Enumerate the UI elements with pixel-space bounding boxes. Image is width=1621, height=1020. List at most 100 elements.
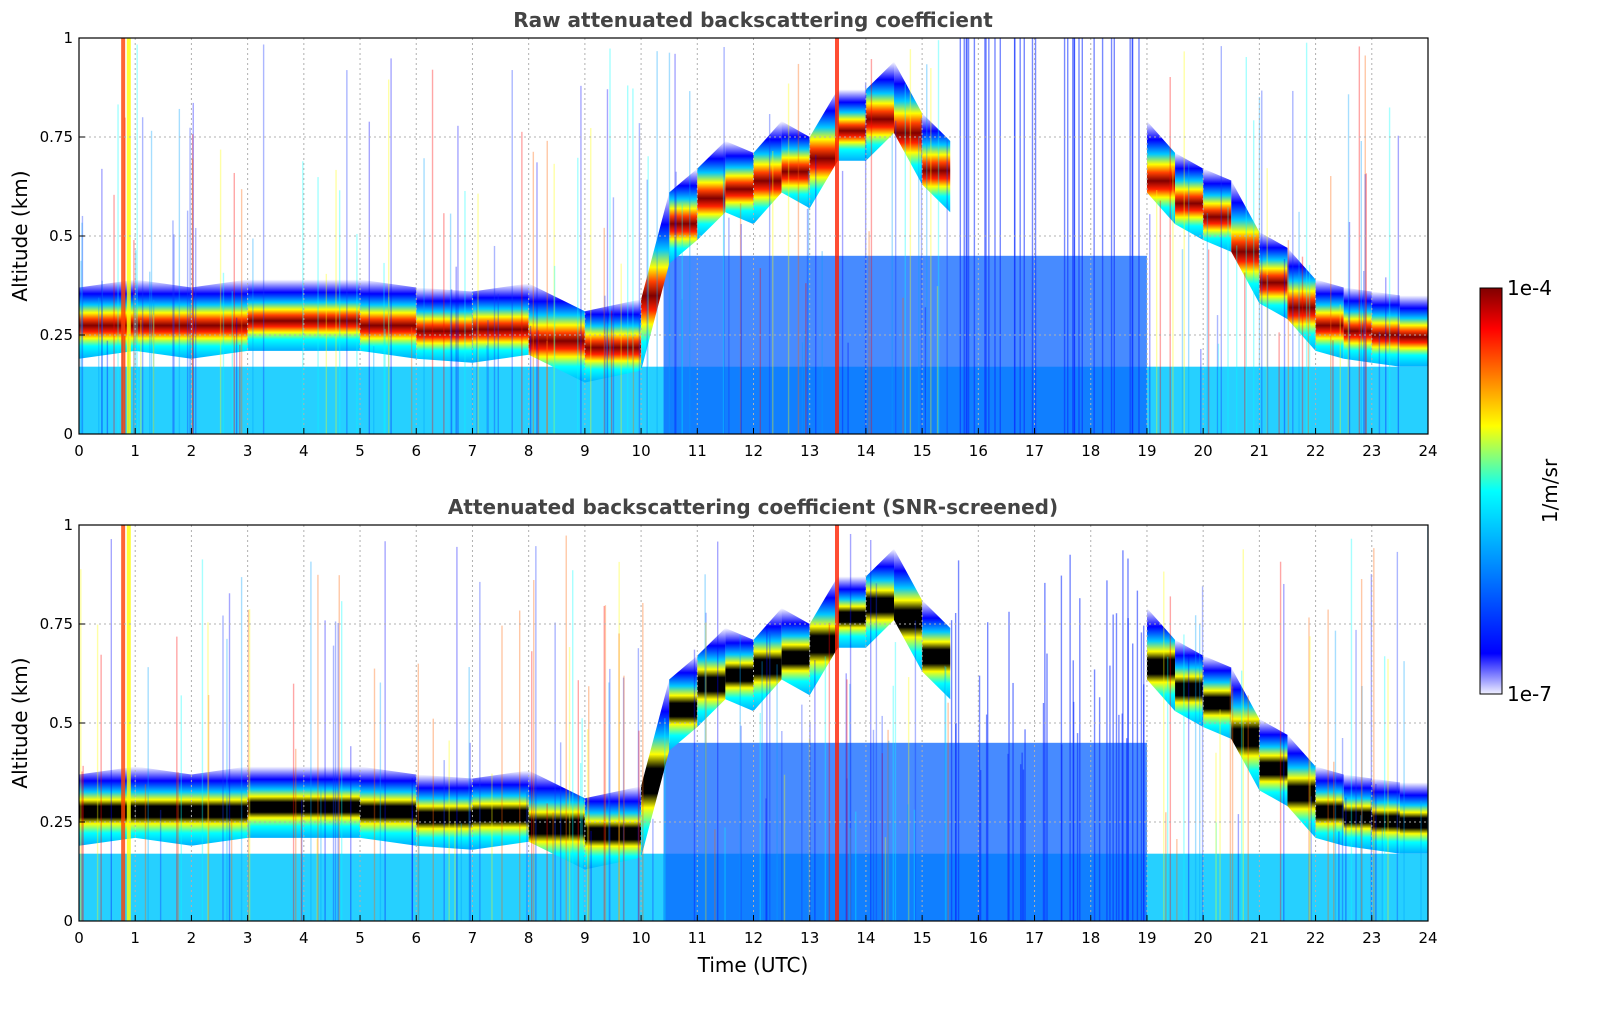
signal-streak [580,763,582,921]
signal-streak [1227,207,1229,434]
signal-streak [1046,653,1048,921]
backscatter-layer [79,766,136,846]
signal-streak [892,685,894,921]
signal-streak [909,49,912,434]
colorbar-max-label: 1e-4 [1507,276,1552,300]
backscatter-layer [472,283,529,363]
backscatter-layer [1371,291,1400,367]
signal-streak [947,702,949,921]
signal-streak [626,85,629,435]
x-tick-label: 12 [744,442,763,460]
backscatter-layer [135,279,192,359]
signal-streak [870,539,872,921]
x-tick-label: 11 [688,929,707,947]
signal-streak [1308,264,1311,434]
signal-streak [141,117,144,435]
signal-streak [1360,815,1362,921]
x-tick-label: 4 [299,442,309,460]
signal-streak [150,130,153,434]
signal-streak [537,330,540,434]
signal-streak [423,158,425,434]
signal-streak [845,673,847,921]
signal-streak [776,664,778,921]
backscatter-layer [1343,287,1372,363]
signal-streak [1261,90,1263,434]
signal-streak [674,53,676,435]
signal-streak [1140,632,1143,921]
signal-streak [580,85,582,434]
screened-backscatter-panel: Attenuated backscattering coefficient (S… [8,495,1438,977]
signal-streak [618,633,620,921]
signal-streak [646,179,648,434]
x-axis-label: Time (UTC) [697,953,809,977]
signal-streak [769,633,771,921]
signal-streak [1138,38,1140,434]
signal-streak [1200,348,1202,434]
signal-streak [1176,838,1178,921]
signal-streak [1355,629,1357,921]
signal-streak [577,680,580,921]
y-tick-label: 0.5 [49,714,73,732]
signal-streak [808,738,811,921]
signal-streak [1072,701,1075,921]
signal-streak [432,718,434,921]
backscatter-layer [753,121,782,225]
signal-streak [1365,173,1367,435]
signal-streak [1220,46,1222,435]
signal-streak [252,238,254,434]
x-tick-label: 6 [411,442,421,460]
backscatter-layer [416,774,473,850]
signal-streak [728,217,730,434]
signal-streak [740,224,742,434]
signal-streak [239,344,241,434]
signal-streak [1166,656,1169,921]
colorbar-unit-label: 1/m/sr [1538,458,1562,523]
backscatter-layer [1315,279,1344,359]
signal-streak [1258,96,1261,434]
axis-ticks: 0 1 2 3 4 5 6 7 8 9 10 11 12 13 14 15 16 17 18 19 20 21 22 23 24… [40,516,1438,947]
backscatter-layer [1203,168,1232,252]
signal-streak [487,320,489,434]
signal-streak [1149,214,1151,434]
signal-streak [902,297,904,434]
y-tick-label: 0.25 [40,326,73,344]
signal-streak [957,560,960,921]
signal-streak [177,772,179,921]
signal-streak [1360,579,1363,921]
signal-streak [1143,684,1145,921]
signal-streak [334,621,337,921]
backscatter-layer [669,655,698,751]
signal-streak [920,118,923,435]
x-tick-label: 7 [468,442,478,460]
signal-streak [835,38,840,434]
signal-streak [101,280,103,434]
signal-streak [759,268,762,434]
signal-streak [787,83,790,434]
signal-streak [100,654,102,921]
signal-streak [1236,245,1238,434]
signal-streak [1199,623,1201,921]
signal-streak [1266,168,1268,434]
backscatter-layer [360,766,417,846]
x-tick-label: 9 [580,929,590,947]
signal-streak [411,810,414,921]
signal-streak [887,729,889,921]
signal-streak [546,340,548,434]
signal-streak [535,546,537,921]
signal-streak [346,70,348,434]
signal-streak [207,694,210,921]
x-tick-label: 22 [1306,929,1325,947]
signal-streak [875,583,878,921]
signal-streak [1109,665,1111,921]
signal-streak [443,760,445,921]
signal-streak [300,816,302,921]
signal-streak [457,125,459,435]
signal-streak [536,162,538,434]
backscatter-layer [1343,774,1372,850]
signal-streak [485,345,488,434]
signal-streak [390,58,392,434]
signal-streak [1237,814,1240,921]
signal-streak [317,574,319,921]
signal-streak [1364,55,1366,435]
